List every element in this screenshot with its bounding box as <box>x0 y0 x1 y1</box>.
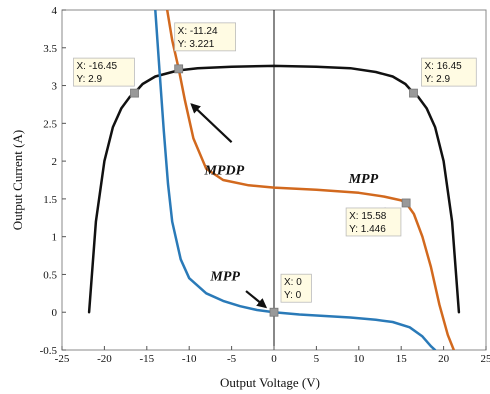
y-tick-label: 2.5 <box>43 118 57 130</box>
series-line-1 <box>87 64 461 314</box>
datatip-x-label: X: -11.24 <box>178 26 218 37</box>
x-axis-label: Output Voltage (V) <box>220 375 320 390</box>
annotation-arrow <box>190 103 233 144</box>
datatip-marker <box>409 88 418 98</box>
datatip-x-label: X: -16.45 <box>77 61 118 72</box>
datatip-x-label: X: 15.58 <box>349 211 387 222</box>
datatip-box <box>345 207 402 237</box>
datatip: X: 0 Y: 0 <box>269 273 312 317</box>
datatip-box <box>421 57 477 87</box>
x-tick-label: -20 <box>97 353 112 365</box>
datatip-x-label: X: 0 <box>284 277 302 288</box>
datatip: X: -11.24 Y: 3.221 <box>174 22 236 74</box>
x-tick-label: 5 <box>314 353 320 365</box>
annotation-arrow <box>245 290 268 309</box>
datatip-box <box>73 57 135 87</box>
datatip-y-label: Y: 1.446 <box>349 224 386 235</box>
annotation-label: MPP <box>209 269 240 284</box>
datatip-y-label: Y: 3.221 <box>178 39 215 50</box>
y-tick-label: 2 <box>52 156 58 168</box>
x-tick-label: 25 <box>481 353 490 365</box>
series-line-2 <box>165 10 456 350</box>
y-axis-label: Output Current (A) <box>10 130 25 230</box>
datatip-marker <box>269 307 279 317</box>
annotation-label: MPDP <box>203 164 244 179</box>
y-tick-label: 3.5 <box>43 43 57 55</box>
y-tick-label: 0 <box>52 307 58 319</box>
x-tick-label: -10 <box>182 353 197 365</box>
y-tick-label: -0.5 <box>40 345 58 357</box>
datatip-x-label: X: 16.45 <box>424 61 462 72</box>
datatip-marker <box>174 64 184 74</box>
datatip-y-label: Y: 0 <box>284 290 302 301</box>
series-line-3 <box>154 10 437 350</box>
x-tick-label: 10 <box>353 353 365 365</box>
datatip-y-label: Y: 2.9 <box>424 74 450 85</box>
x-tick-label: -15 <box>139 353 154 365</box>
x-tick-label: -5 <box>227 353 237 365</box>
y-tick-label: 4 <box>52 5 58 17</box>
y-tick-label: 0.5 <box>43 269 57 281</box>
y-tick-label: 1 <box>52 232 58 244</box>
datatip-marker <box>130 88 139 98</box>
x-tick-label: 20 <box>438 353 450 365</box>
datatip: X: -16.45 Y: 2.9 <box>73 57 139 98</box>
datatip-box <box>280 273 312 303</box>
datatip-marker <box>401 198 411 208</box>
annotation-label: MPP <box>348 172 379 187</box>
datatip-y-label: Y: 2.9 <box>77 74 103 85</box>
datatip: X: 15.58 Y: 1.446 <box>345 198 411 237</box>
datatip-box <box>174 22 236 52</box>
y-tick-label: 1.5 <box>43 194 57 206</box>
x-tick-label: 15 <box>396 353 408 365</box>
x-tick-label: -25 <box>55 353 70 365</box>
x-tick-label: 0 <box>271 353 277 365</box>
y-tick-label: 3 <box>52 81 58 93</box>
datatip: X: 16.45 Y: 2.9 <box>409 57 477 98</box>
